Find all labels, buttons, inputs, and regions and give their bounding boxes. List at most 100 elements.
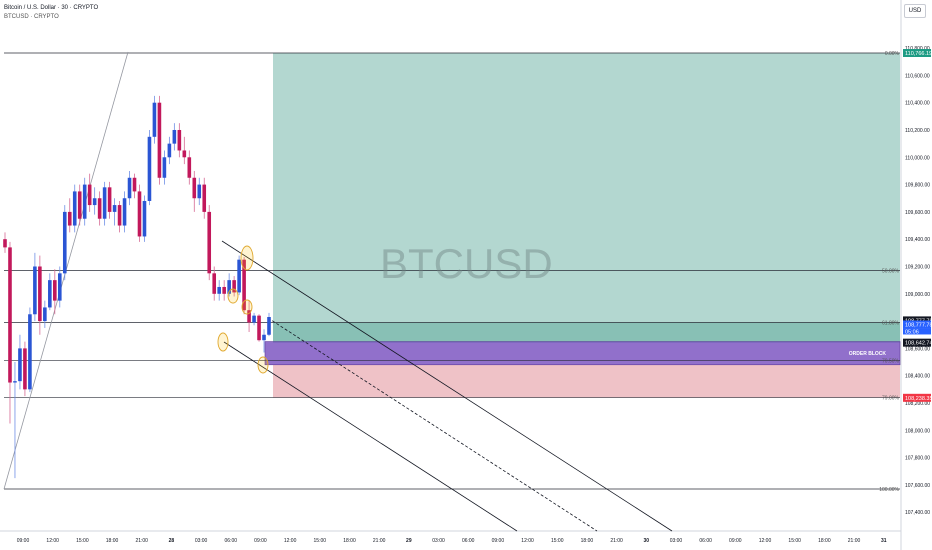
candle-body: [172, 129, 177, 144]
time-tick-label: 12:00: [759, 538, 772, 544]
price-axis: 110,800.00110,600.00110,400.00110,200.00…: [903, 46, 932, 516]
highlight-circle: [217, 332, 229, 352]
candle-body: [8, 247, 12, 383]
candle-body: [97, 198, 102, 219]
candle-body: [33, 266, 37, 315]
price-tick-label: 107,600.00: [905, 483, 930, 489]
candle-body: [252, 315, 256, 323]
price-label-box: [903, 328, 931, 335]
candle-body: [13, 381, 17, 383]
candle-body: [3, 239, 7, 248]
candle-body: [77, 191, 82, 219]
candle-body: [227, 280, 231, 294]
time-tick-label: 09:00: [17, 538, 30, 544]
grid-layer: [0, 0, 902, 550]
candle-body: [28, 314, 32, 390]
candle-body: [152, 102, 157, 137]
price-tick-label: 110,400.00: [905, 101, 930, 107]
highlight-circle: [257, 356, 269, 374]
time-tick-label: 28: [169, 538, 175, 544]
price-label-text: 05:06: [905, 329, 919, 335]
symbol-watermark: BTCUSD: [380, 240, 553, 287]
fib-label: 100.00%: [879, 487, 899, 493]
candle-body: [147, 136, 152, 201]
candle-body: [62, 211, 67, 274]
time-tick-label: 15:00: [551, 538, 564, 544]
candle-body: [107, 187, 112, 212]
order-block-label: ORDER BLOCK: [849, 351, 887, 357]
price-label-text: 108,238.35: [905, 396, 932, 402]
time-tick-label: 03:00: [670, 538, 683, 544]
candle-body: [197, 184, 202, 199]
lower-channel-line: [223, 341, 518, 532]
price-tick-label: 108,000.00: [905, 428, 930, 434]
price-label-text: 108,642.74: [905, 341, 932, 347]
time-tick-label: 12:00: [521, 538, 534, 544]
time-tick-label: 09:00: [492, 538, 505, 544]
price-tick-label: 107,800.00: [905, 456, 930, 462]
fib-label: 70.50%: [882, 359, 900, 365]
time-tick-label: 15:00: [788, 538, 801, 544]
candle-body: [217, 286, 221, 294]
time-tick-label: 21:00: [135, 538, 148, 544]
price-label-box: [903, 49, 931, 57]
time-tick-label: 18:00: [581, 538, 594, 544]
position-zones: ORDER BLOCK: [264, 53, 901, 398]
candle-body: [157, 102, 162, 178]
price-tick-label: 109,600.00: [905, 210, 930, 216]
candle-body: [112, 205, 117, 212]
candle-body: [18, 348, 22, 382]
time-tick-label: 21:00: [848, 538, 861, 544]
time-tick-label: 18:00: [106, 538, 119, 544]
candle-body: [167, 143, 172, 158]
time-tick-label: 09:00: [254, 538, 267, 544]
candle-body: [207, 211, 212, 274]
fib-label: 61.80%: [882, 320, 900, 326]
candle-body: [23, 348, 27, 390]
candle-body: [137, 191, 142, 237]
candle-body: [267, 317, 271, 335]
time-tick-label: 21:00: [373, 538, 386, 544]
candle-body: [237, 259, 241, 293]
highlight-circle: [240, 245, 254, 271]
profit-zone: [273, 53, 900, 323]
highlight-circle: [241, 299, 253, 315]
candle-body: [87, 184, 92, 206]
loss-zone: [273, 364, 900, 398]
candle-body: [162, 157, 167, 178]
time-tick-label: 15:00: [76, 538, 89, 544]
candle-body: [247, 310, 251, 323]
time-tick-label: 03:00: [432, 538, 445, 544]
highlight-circles: [217, 245, 269, 374]
fib-label: 50.00%: [882, 269, 900, 275]
price-tick-label: 108,600.00: [905, 346, 930, 352]
candle-body: [192, 177, 197, 199]
order-block-zone: [264, 341, 901, 366]
price-label-text: 110,766.19: [905, 51, 932, 57]
time-tick-label: 15:00: [314, 538, 327, 544]
entry-zone: [273, 322, 900, 343]
time-tick-label: 31: [881, 538, 887, 544]
candle-body: [202, 184, 207, 212]
price-label-box: [903, 338, 931, 347]
candle-body: [43, 307, 47, 322]
currency-button[interactable]: USD: [904, 4, 926, 18]
upper-channel-line: [221, 240, 673, 532]
fib-label: 0.00%: [885, 51, 900, 57]
time-tick-label: 21:00: [610, 538, 623, 544]
candle-body: [222, 286, 226, 294]
highlight-circle: [227, 288, 239, 304]
price-tick-label: 108,200.00: [905, 401, 930, 407]
symbol-subtitle: BTCUSD · CRYPTO: [4, 14, 59, 20]
time-tick-label: 06:00: [699, 538, 712, 544]
price-tick-label: 109,000.00: [905, 292, 930, 298]
candle-body: [232, 280, 236, 293]
candle-body: [38, 266, 42, 322]
candle-body: [82, 184, 87, 219]
candles: [3, 95, 271, 479]
time-tick-label: 18:00: [818, 538, 831, 544]
candle-body: [102, 187, 107, 219]
price-tick-label: 110,000.00: [905, 155, 930, 161]
chart-header: Bitcoin / U.S. Dollar · 30 · CRYPTO BTCU…: [4, 4, 98, 22]
